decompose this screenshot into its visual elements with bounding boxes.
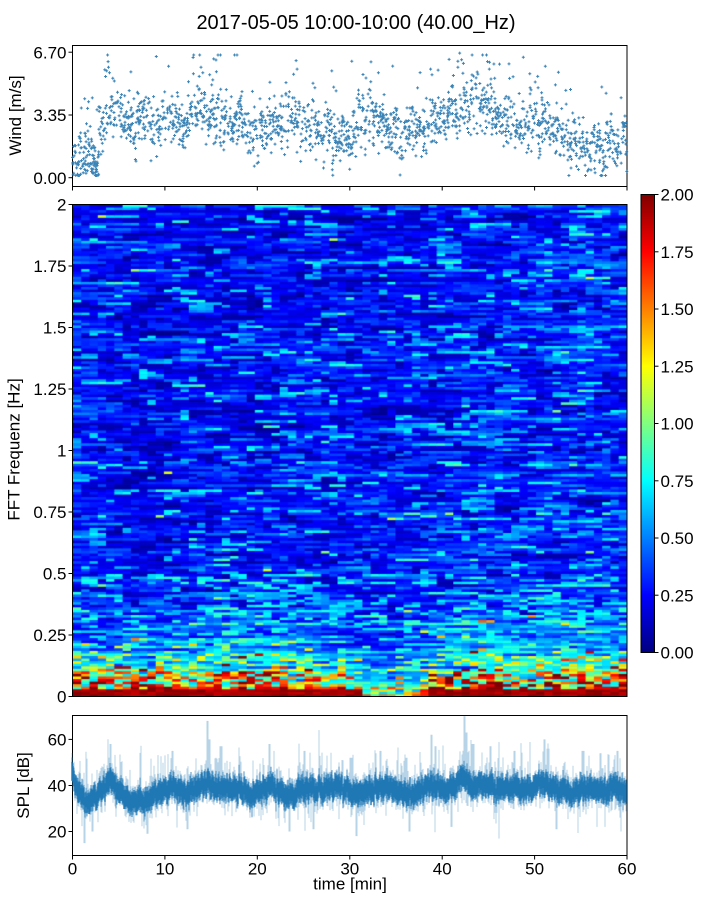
svg-text:60: 60 <box>618 860 637 879</box>
svg-text:1.00: 1.00 <box>661 415 694 434</box>
svg-text:0.75: 0.75 <box>661 472 694 491</box>
svg-text:time [min]: time [min] <box>313 875 387 894</box>
svg-text:1.25: 1.25 <box>661 357 694 376</box>
svg-text:1.5: 1.5 <box>43 319 67 338</box>
svg-text:40: 40 <box>48 777 67 796</box>
svg-text:20: 20 <box>248 860 267 879</box>
svg-text:40: 40 <box>433 860 452 879</box>
svg-text:20: 20 <box>48 823 67 842</box>
svg-text:0: 0 <box>68 860 77 879</box>
svg-text:SPL [dB]: SPL [dB] <box>14 752 33 818</box>
svg-text:3.35: 3.35 <box>33 106 66 125</box>
svg-text:2.00: 2.00 <box>661 186 694 205</box>
svg-text:1.75: 1.75 <box>661 243 694 262</box>
svg-text:60: 60 <box>48 731 67 750</box>
svg-text:50: 50 <box>525 860 544 879</box>
svg-text:0.00: 0.00 <box>33 169 66 188</box>
svg-text:0.25: 0.25 <box>661 587 694 606</box>
svg-text:2017-05-05 10:00-10:00 (40.00_: 2017-05-05 10:00-10:00 (40.00_Hz) <box>196 12 515 34</box>
svg-text:1.75: 1.75 <box>33 257 66 276</box>
svg-text:30: 30 <box>340 860 359 879</box>
svg-text:0.75: 0.75 <box>33 503 66 522</box>
svg-text:0.5: 0.5 <box>43 565 67 584</box>
svg-text:FFT Frequenz [Hz]: FFT Frequenz [Hz] <box>5 378 24 520</box>
svg-text:0.50: 0.50 <box>661 529 694 548</box>
svg-text:2: 2 <box>57 196 66 215</box>
svg-text:0.25: 0.25 <box>33 626 66 645</box>
svg-text:1: 1 <box>57 442 66 461</box>
svg-text:0.00: 0.00 <box>661 644 694 663</box>
svg-text:Wind [m/s]: Wind [m/s] <box>6 75 25 155</box>
svg-text:10: 10 <box>155 860 174 879</box>
svg-text:0: 0 <box>57 688 66 707</box>
svg-text:6.70: 6.70 <box>33 43 66 62</box>
svg-text:1.50: 1.50 <box>661 300 694 319</box>
svg-text:1.25: 1.25 <box>33 380 66 399</box>
